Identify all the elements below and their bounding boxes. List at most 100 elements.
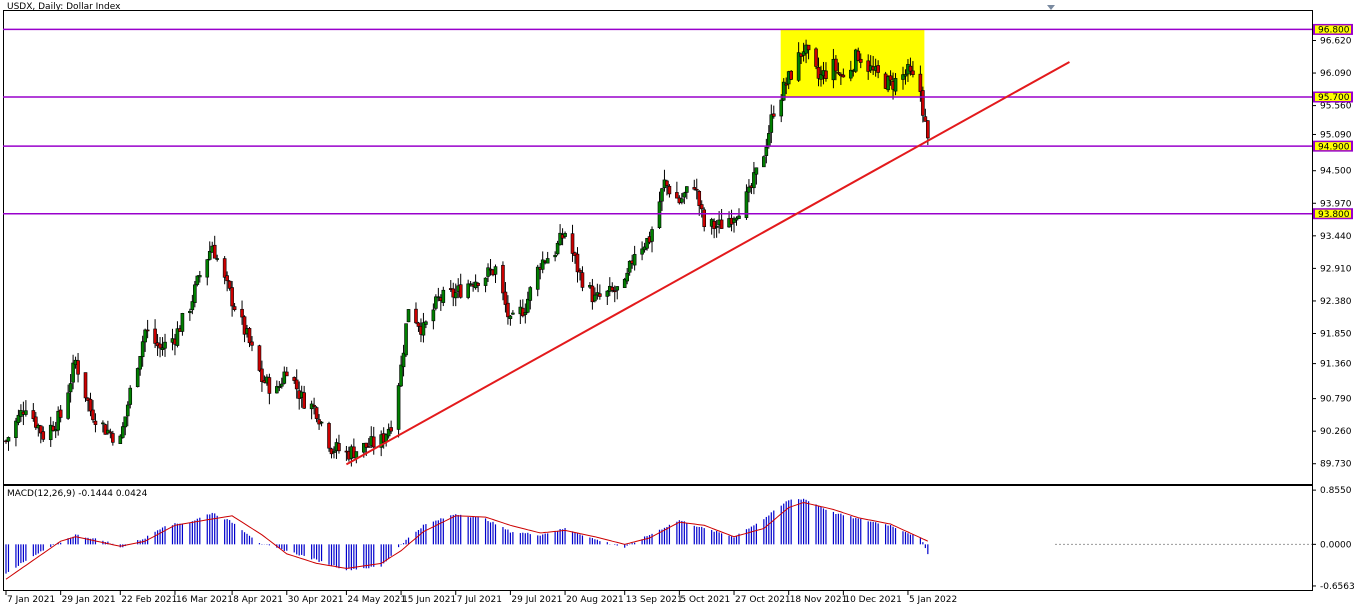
candle[interactable] — [521, 299, 525, 318]
candle[interactable] — [622, 277, 627, 288]
candle[interactable] — [68, 374, 73, 403]
candle[interactable] — [501, 261, 505, 301]
candle[interactable] — [215, 254, 220, 262]
shift-marker-icon[interactable] — [1047, 5, 1055, 10]
candle[interactable] — [779, 94, 784, 123]
candle[interactable] — [834, 55, 838, 81]
candle[interactable] — [247, 327, 252, 348]
candle[interactable] — [824, 62, 828, 82]
candle[interactable] — [34, 411, 38, 430]
candle[interactable] — [714, 220, 719, 238]
candle[interactable] — [284, 366, 289, 377]
candle[interactable] — [769, 104, 774, 144]
candle[interactable] — [51, 421, 56, 432]
candle[interactable] — [553, 251, 557, 262]
candle[interactable] — [434, 294, 438, 311]
candle[interactable] — [250, 336, 254, 352]
candle[interactable] — [665, 179, 669, 196]
candle[interactable] — [593, 287, 597, 303]
candle[interactable] — [580, 266, 585, 292]
candle[interactable] — [612, 285, 617, 303]
candle[interactable] — [816, 57, 821, 87]
candle[interactable] — [292, 376, 297, 384]
candle[interactable] — [421, 312, 426, 343]
candle[interactable] — [280, 377, 284, 389]
candle[interactable] — [158, 336, 162, 358]
candle[interactable] — [193, 281, 197, 308]
candle[interactable] — [908, 57, 913, 76]
candle[interactable] — [327, 421, 331, 452]
candle[interactable] — [180, 312, 185, 336]
candle[interactable] — [476, 282, 480, 293]
candle[interactable] — [806, 44, 811, 60]
candle[interactable] — [145, 319, 150, 339]
candle[interactable] — [424, 320, 428, 329]
candle[interactable] — [771, 105, 776, 119]
candle[interactable] — [789, 70, 793, 81]
price-plot-area[interactable] — [3, 10, 1313, 485]
candle[interactable] — [282, 366, 287, 385]
candle[interactable] — [814, 47, 818, 70]
candle[interactable] — [764, 138, 769, 164]
candle[interactable] — [923, 108, 928, 122]
candle[interactable] — [414, 302, 418, 325]
macd-plot-area[interactable] — [3, 485, 1313, 591]
candle[interactable] — [506, 295, 510, 325]
candle[interactable] — [752, 161, 756, 195]
candle[interactable] — [483, 277, 488, 293]
candle[interactable] — [386, 423, 391, 439]
candle[interactable] — [719, 209, 724, 229]
candle[interactable] — [240, 300, 244, 325]
candle[interactable] — [230, 281, 234, 317]
candle[interactable] — [747, 179, 751, 203]
candle[interactable] — [598, 284, 602, 300]
candle[interactable] — [558, 224, 562, 246]
candle[interactable] — [575, 247, 580, 283]
candle[interactable] — [590, 278, 595, 310]
candle[interactable] — [911, 61, 915, 78]
candle[interactable] — [401, 344, 406, 377]
candle[interactable] — [466, 279, 470, 300]
candle[interactable] — [605, 289, 610, 306]
candle[interactable] — [893, 73, 898, 96]
candle[interactable] — [389, 420, 393, 434]
candle[interactable] — [38, 424, 43, 444]
candle[interactable] — [260, 360, 264, 392]
candle[interactable] — [198, 270, 202, 283]
candle[interactable] — [205, 258, 210, 286]
candle[interactable] — [257, 344, 262, 373]
candle[interactable] — [302, 385, 306, 410]
candle[interactable] — [120, 422, 125, 439]
candle[interactable] — [667, 184, 672, 198]
candle[interactable] — [528, 286, 533, 310]
candle[interactable] — [399, 355, 403, 387]
candle[interactable] — [796, 42, 801, 82]
candle[interactable] — [195, 275, 200, 287]
candle[interactable] — [645, 237, 649, 251]
candle[interactable] — [682, 191, 687, 205]
candle[interactable] — [525, 291, 530, 314]
candle[interactable] — [801, 42, 806, 62]
candle[interactable] — [503, 282, 508, 313]
candle[interactable] — [337, 434, 341, 454]
candle[interactable] — [493, 264, 498, 284]
candle[interactable] — [888, 70, 893, 86]
candle[interactable] — [849, 60, 853, 82]
candle[interactable] — [694, 178, 699, 200]
candle[interactable] — [128, 385, 133, 409]
candle[interactable] — [540, 251, 545, 274]
candle[interactable] — [692, 179, 697, 191]
candle[interactable] — [190, 294, 195, 315]
candle[interactable] — [207, 241, 212, 261]
candle[interactable] — [76, 353, 80, 383]
candle[interactable] — [175, 321, 180, 348]
candle[interactable] — [441, 286, 446, 307]
candle[interactable] — [24, 400, 28, 417]
candle[interactable] — [508, 314, 513, 326]
candle[interactable] — [31, 403, 36, 422]
candle[interactable] — [58, 405, 63, 423]
candle[interactable] — [125, 401, 130, 427]
candle[interactable] — [886, 75, 890, 93]
candle[interactable] — [431, 303, 436, 330]
